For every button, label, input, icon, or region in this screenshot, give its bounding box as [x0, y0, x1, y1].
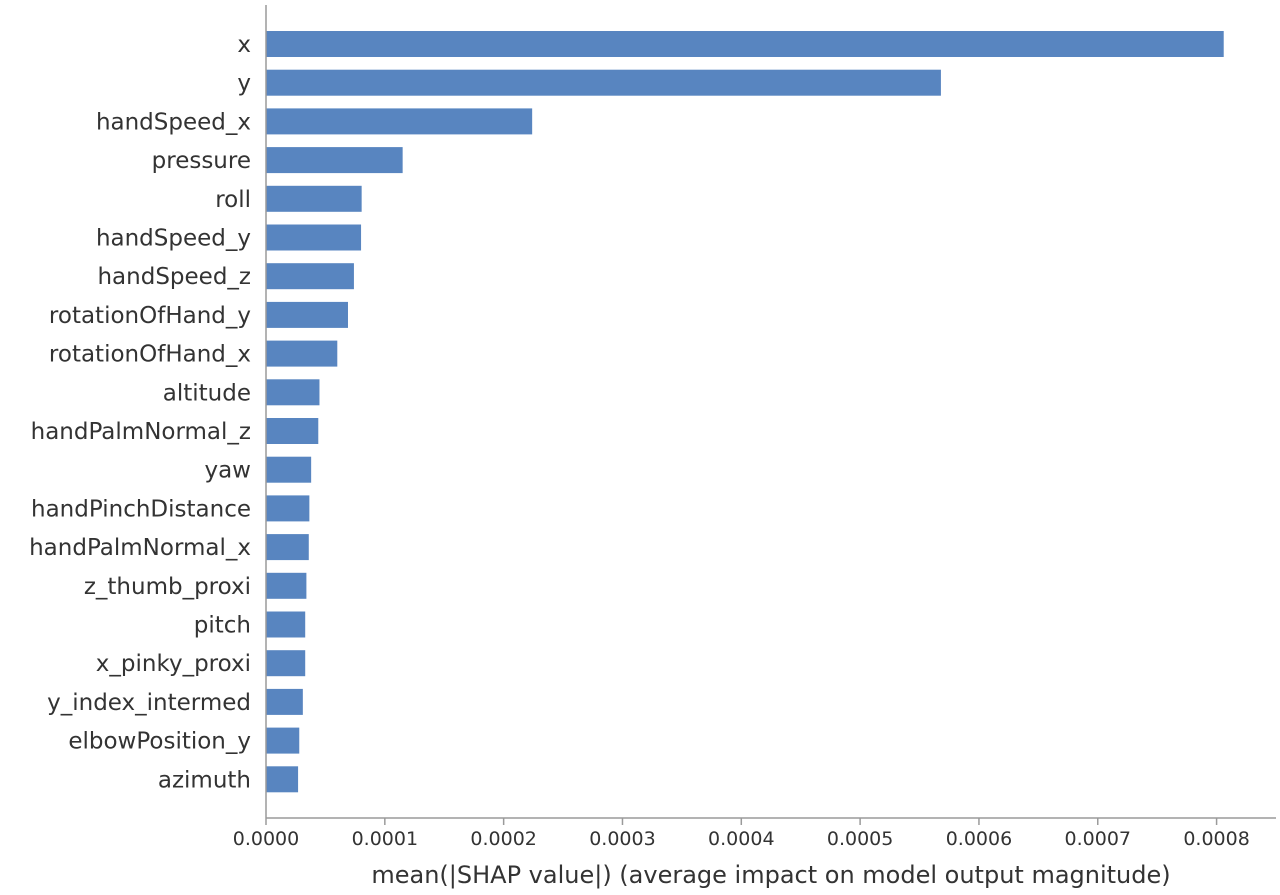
category-label-azimuth: azimuth	[158, 767, 251, 793]
category-label-handPalmNormal_x: handPalmNormal_x	[29, 535, 251, 561]
category-label-yaw: yaw	[204, 458, 251, 484]
category-label-handSpeed_y: handSpeed_y	[96, 226, 251, 252]
bar-handPalmNormal_z	[266, 418, 319, 444]
category-label-roll: roll	[215, 187, 251, 213]
category-label-pressure: pressure	[152, 148, 251, 174]
category-label-altitude: altitude	[163, 380, 251, 406]
x-tick-label: 0.0001	[352, 828, 418, 850]
x-ticks: 0.0000 0.0001 0.0002 0.0003 0.0004 0.0005 0.00…	[233, 818, 1250, 850]
bar-pitch	[266, 611, 306, 638]
x-tick-label: 0.0002	[470, 828, 536, 850]
bar-y	[266, 69, 941, 96]
bar-handSpeed_x	[266, 108, 533, 135]
x-axis-title: mean(|SHAP value|) (average impact on mo…	[371, 861, 1170, 889]
category-label-x: x	[237, 32, 251, 58]
bar-pressure	[266, 147, 403, 174]
category-labels: xy handSpeed_x pressure roll handSpeed_yhand…	[29, 32, 251, 793]
x-tick-label: 0.0005	[827, 828, 893, 850]
bar-handPinchDistance	[266, 495, 310, 522]
x-tick-label: 0.0004	[708, 828, 774, 850]
x-tick-label: 0.0007	[1065, 828, 1131, 850]
x-tick-label: 0.0006	[946, 828, 1012, 850]
category-label-elbowPosition_y: elbowPosition_y	[68, 729, 251, 755]
bar-handSpeed_z	[266, 263, 354, 290]
bar-azimuth	[266, 766, 299, 793]
category-label-y: y	[237, 71, 251, 97]
category-label-y_index_intermed: y_index_intermed	[47, 690, 251, 716]
bar-z_thumb_proxi	[266, 572, 307, 599]
bar-x	[266, 31, 1224, 57]
category-label-z_thumb_proxi: z_thumb_proxi	[84, 574, 251, 600]
bar-handSpeed_y	[266, 224, 362, 251]
category-label-handSpeed_z: handSpeed_z	[97, 264, 251, 290]
category-label-rotationOfHand_x: rotationOfHand_x	[49, 342, 251, 368]
category-label-x_pinky_proxi: x_pinky_proxi	[96, 651, 251, 677]
bar-rotationOfHand_x	[266, 340, 338, 367]
bar-handPalmNormal_x	[266, 534, 309, 561]
bar-rotationOfHand_y	[266, 301, 348, 328]
x-tick-label: 0.0003	[589, 828, 655, 850]
category-label-handPinchDistance: handPinchDistance	[31, 496, 251, 522]
bars	[266, 31, 1224, 793]
bar-altitude	[266, 379, 320, 406]
category-label-rotationOfHand_y: rotationOfHand_y	[49, 303, 251, 329]
category-label-pitch: pitch	[194, 613, 251, 639]
bar-yaw	[266, 456, 312, 483]
bar-x_pinky_proxi	[266, 650, 306, 677]
bar-elbowPosition_y	[266, 727, 300, 754]
x-tick-label: 0.0008	[1183, 828, 1249, 850]
x-tick-label: 0.0000	[233, 828, 299, 850]
bar-y_index_intermed	[266, 688, 303, 715]
bar-roll	[266, 185, 362, 212]
category-label-handPalmNormal_z: handPalmNormal_z	[31, 419, 251, 445]
category-label-handSpeed_x: handSpeed_x	[96, 109, 251, 135]
